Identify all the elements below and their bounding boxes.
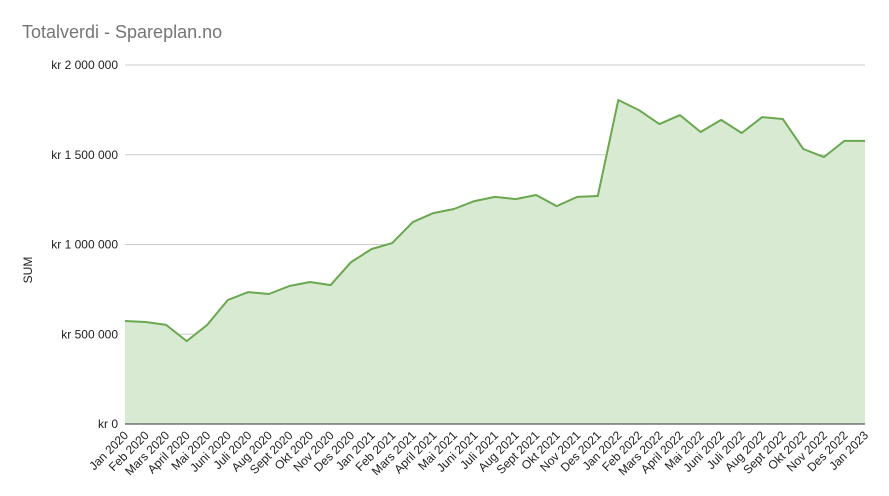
- y-tick-label: kr 1 000 000: [51, 238, 118, 252]
- area-fill: [125, 100, 865, 424]
- y-tick-label: kr 0: [98, 417, 118, 431]
- line: [124, 99, 865, 343]
- y-axis-label: SUM: [21, 257, 35, 284]
- y-tick-label: kr 1 500 000: [51, 148, 118, 162]
- chart-title: Totalverdi - Spareplan.no: [22, 22, 222, 42]
- y-tick-label: kr 2 000 000: [51, 58, 118, 72]
- y-tick-label: kr 500 000: [61, 327, 118, 341]
